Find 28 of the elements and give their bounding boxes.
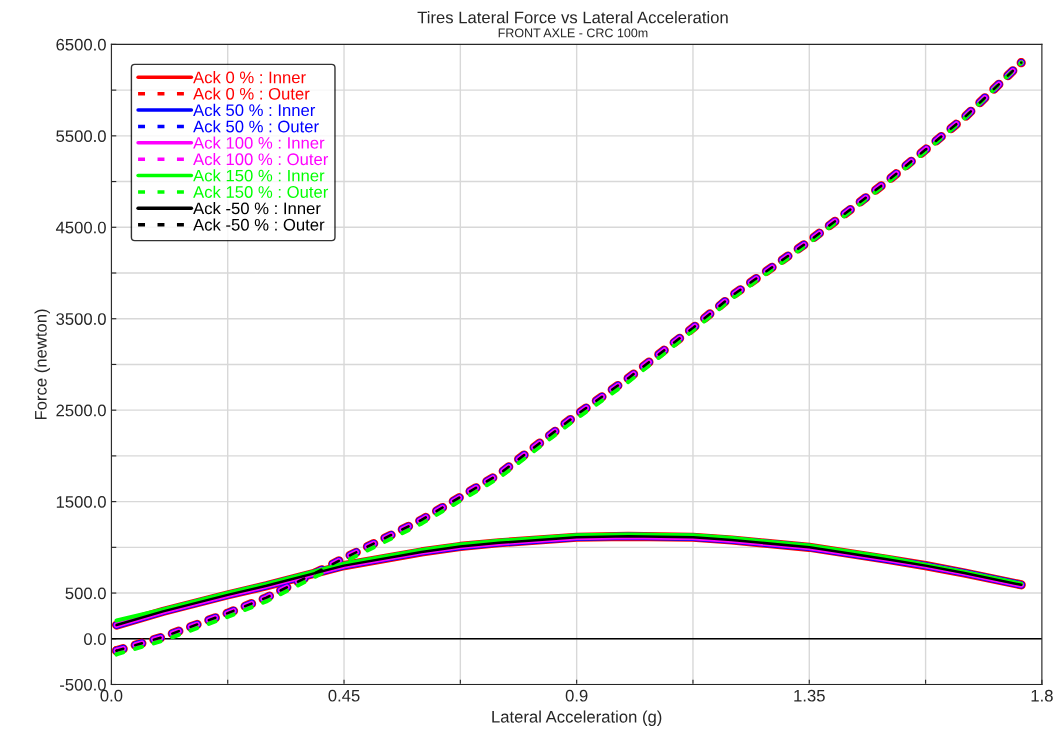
chart-title: Tires Lateral Force vs Lateral Acceleration (417, 11, 728, 24)
x-tick-label: 0.0 (100, 689, 123, 702)
x-tick-label: 1.35 (794, 689, 825, 702)
x-tick-label: 1.8 (1031, 689, 1053, 702)
y-tick-label: 3500.0 (56, 313, 106, 325)
legend-label: Ack 0 % : Inner (193, 71, 306, 84)
legend-label: Ack 150 % : Inner (193, 169, 325, 182)
legend-label: Ack 0 % : Outer (193, 87, 310, 100)
y-tick-label: 4500.0 (55, 221, 106, 234)
y-tick-label: 0.0 (84, 633, 106, 645)
legend-label: Ack 150 % : Outer (193, 185, 329, 198)
y-tick-label: -500.0 (60, 678, 106, 691)
chart-subtitle: FRONT AXLE - CRC 100m (498, 28, 648, 38)
legend-label: Ack 100 % : Outer (193, 152, 329, 166)
legend-label: Ack 100 % : Inner (193, 136, 325, 149)
legend-label: Ack 50 % : Inner (193, 103, 316, 117)
y-axis-title: Force (newton) (34, 309, 51, 420)
x-tick-label: 0.9 (565, 689, 588, 702)
legend-label: Ack 50 % : Outer (193, 120, 319, 133)
y-tick-label: 2500.0 (56, 404, 106, 417)
legend-label: Ack -50 % : Outer (193, 218, 325, 231)
x-tick-label: 0.45 (328, 689, 360, 702)
y-tick-label: 5500.0 (56, 130, 106, 143)
y-tick-label: 1500.0 (56, 496, 106, 508)
y-tick-label: 500.0 (65, 587, 106, 600)
x-axis-title: Lateral Acceleration (g) (492, 710, 662, 726)
y-tick-label: 6500.0 (56, 38, 106, 51)
legend-label: Ack -50 % : Inner (193, 202, 321, 215)
